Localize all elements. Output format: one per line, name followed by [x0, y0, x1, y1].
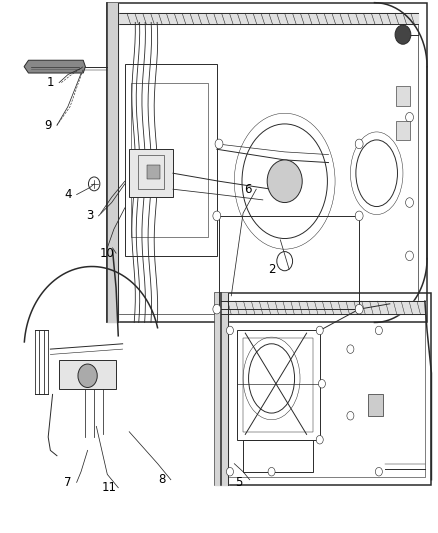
Circle shape: [347, 411, 354, 420]
Text: 8: 8: [159, 473, 166, 486]
Circle shape: [375, 326, 382, 335]
Text: 7: 7: [64, 476, 72, 489]
Text: 9: 9: [44, 119, 52, 132]
Circle shape: [355, 211, 363, 221]
Text: 10: 10: [100, 247, 115, 260]
Text: 1: 1: [46, 76, 54, 89]
Circle shape: [347, 345, 354, 353]
Polygon shape: [24, 60, 85, 73]
Circle shape: [226, 467, 233, 476]
Circle shape: [215, 139, 223, 149]
Circle shape: [277, 252, 293, 271]
Circle shape: [406, 198, 413, 207]
Circle shape: [213, 211, 221, 221]
Polygon shape: [59, 360, 116, 389]
Polygon shape: [129, 149, 173, 197]
Circle shape: [355, 139, 363, 149]
Text: 5: 5: [235, 476, 242, 489]
Circle shape: [355, 304, 363, 314]
Circle shape: [88, 177, 100, 191]
Text: 2: 2: [268, 263, 276, 276]
Text: 6: 6: [244, 183, 251, 196]
Text: 4: 4: [64, 188, 72, 201]
Circle shape: [316, 435, 323, 444]
Polygon shape: [147, 165, 160, 179]
Circle shape: [318, 379, 325, 388]
Circle shape: [78, 364, 97, 387]
Text: 3: 3: [86, 209, 93, 222]
Circle shape: [406, 112, 413, 122]
Circle shape: [395, 25, 411, 44]
Circle shape: [226, 326, 233, 335]
Text: 11: 11: [102, 481, 117, 494]
Circle shape: [267, 160, 302, 203]
Circle shape: [316, 326, 323, 335]
Circle shape: [406, 251, 413, 261]
Circle shape: [213, 304, 221, 314]
Polygon shape: [396, 121, 410, 140]
Circle shape: [268, 467, 275, 476]
Circle shape: [375, 467, 382, 476]
Polygon shape: [396, 86, 410, 106]
Polygon shape: [368, 394, 383, 416]
